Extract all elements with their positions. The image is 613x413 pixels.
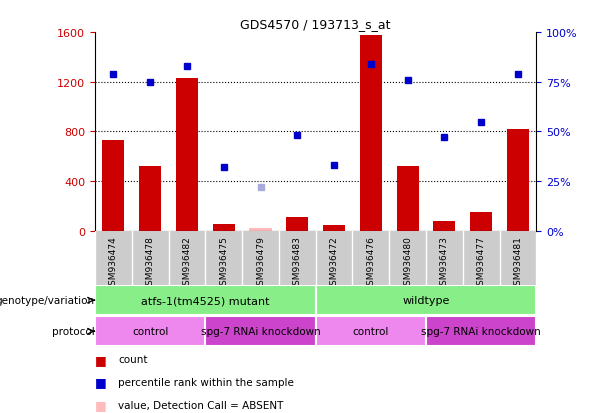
Bar bbox=[323, 225, 345, 231]
Bar bbox=[139, 167, 161, 231]
Text: GSM936476: GSM936476 bbox=[367, 235, 375, 290]
Bar bbox=[397, 167, 419, 231]
Bar bbox=[316, 317, 426, 346]
Text: atfs-1(tm4525) mutant: atfs-1(tm4525) mutant bbox=[141, 295, 270, 306]
Text: GSM936480: GSM936480 bbox=[403, 235, 412, 290]
Bar bbox=[95, 286, 316, 316]
Text: value, Detection Call = ABSENT: value, Detection Call = ABSENT bbox=[118, 400, 284, 410]
Text: GSM936474: GSM936474 bbox=[109, 235, 118, 290]
Text: wildtype: wildtype bbox=[402, 295, 450, 306]
Text: GSM936479: GSM936479 bbox=[256, 235, 265, 290]
Bar bbox=[316, 286, 536, 316]
Text: spg-7 RNAi knockdown: spg-7 RNAi knockdown bbox=[200, 326, 321, 337]
Text: GSM936477: GSM936477 bbox=[477, 235, 485, 290]
Text: protocol: protocol bbox=[51, 326, 94, 337]
Text: GSM936483: GSM936483 bbox=[293, 235, 302, 290]
Bar bbox=[95, 317, 205, 346]
Bar bbox=[426, 317, 536, 346]
Text: control: control bbox=[352, 326, 389, 337]
Text: ■: ■ bbox=[95, 353, 107, 366]
Bar bbox=[205, 317, 316, 346]
Bar bbox=[360, 36, 382, 231]
Title: GDS4570 / 193713_s_at: GDS4570 / 193713_s_at bbox=[240, 17, 391, 31]
Text: genotype/variation: genotype/variation bbox=[0, 295, 94, 306]
Bar bbox=[507, 130, 529, 231]
Text: GSM936482: GSM936482 bbox=[183, 235, 191, 290]
Text: ■: ■ bbox=[95, 375, 107, 389]
Bar bbox=[249, 229, 272, 231]
Text: GSM936472: GSM936472 bbox=[330, 235, 338, 290]
Bar bbox=[286, 218, 308, 231]
Text: ■: ■ bbox=[95, 398, 107, 411]
Bar bbox=[433, 221, 455, 231]
Bar bbox=[470, 212, 492, 231]
Text: GSM936481: GSM936481 bbox=[514, 235, 522, 290]
Text: GSM936478: GSM936478 bbox=[146, 235, 154, 290]
Text: count: count bbox=[118, 354, 148, 364]
Text: GSM936473: GSM936473 bbox=[440, 235, 449, 290]
Bar bbox=[176, 79, 198, 231]
Text: spg-7 RNAi knockdown: spg-7 RNAi knockdown bbox=[421, 326, 541, 337]
Text: percentile rank within the sample: percentile rank within the sample bbox=[118, 377, 294, 387]
Bar bbox=[102, 141, 124, 231]
Bar bbox=[213, 225, 235, 231]
Text: control: control bbox=[132, 326, 169, 337]
Text: GSM936475: GSM936475 bbox=[219, 235, 228, 290]
